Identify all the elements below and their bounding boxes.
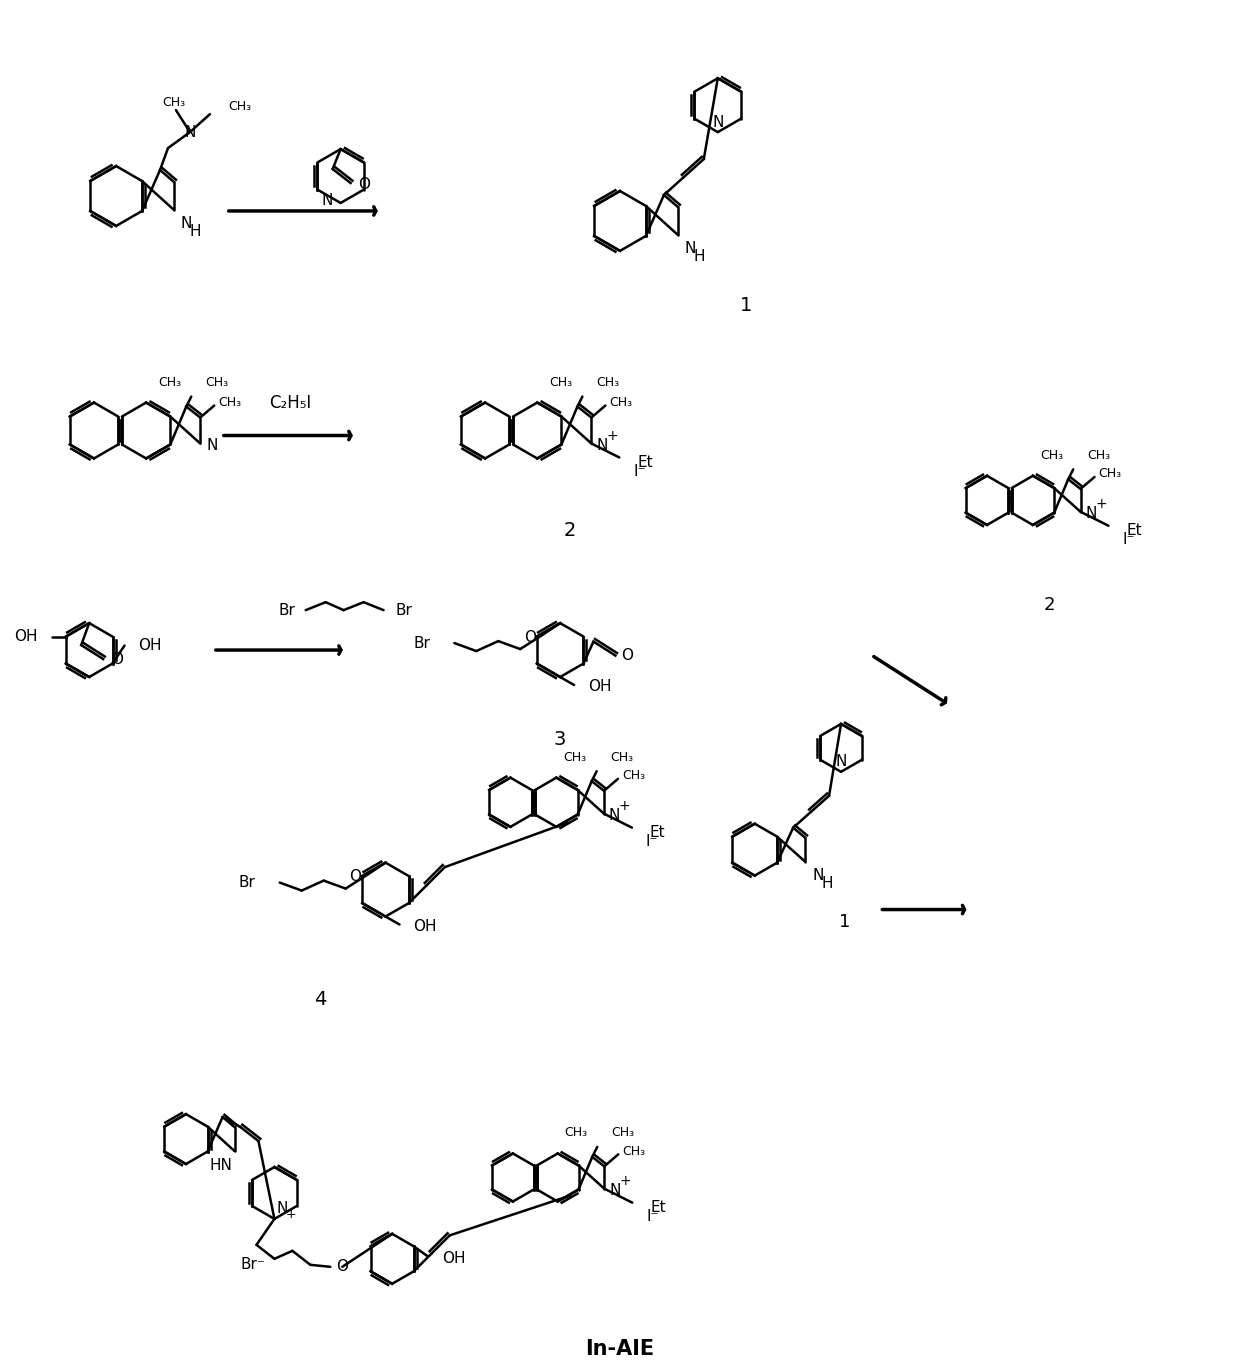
Text: N: N — [181, 217, 192, 232]
Text: O: O — [336, 1259, 349, 1274]
Text: CH₃: CH₃ — [158, 376, 182, 389]
Text: N: N — [685, 241, 696, 256]
Text: N: N — [206, 438, 218, 453]
Text: CH₃: CH₃ — [1099, 468, 1121, 480]
Text: OH: OH — [441, 1251, 465, 1266]
Text: H: H — [693, 250, 705, 265]
Text: Et: Et — [650, 1200, 666, 1215]
Text: H: H — [189, 225, 202, 240]
Text: CH₃: CH₃ — [1087, 449, 1110, 462]
Text: 1: 1 — [740, 296, 752, 315]
Text: Br: Br — [414, 636, 430, 651]
Text: 2: 2 — [1043, 596, 1055, 614]
Text: I⁻: I⁻ — [646, 835, 658, 850]
Text: 4: 4 — [315, 990, 327, 1009]
Text: I⁻: I⁻ — [1122, 532, 1135, 547]
Text: 3: 3 — [554, 730, 567, 749]
Text: +: + — [619, 1173, 631, 1188]
Text: CH₃: CH₃ — [218, 396, 241, 409]
Text: Et: Et — [1126, 524, 1142, 539]
Text: 2: 2 — [564, 521, 577, 540]
Text: OH: OH — [138, 638, 162, 653]
Text: O: O — [350, 869, 361, 884]
Text: O: O — [359, 176, 371, 191]
Text: CH₃: CH₃ — [1040, 449, 1063, 462]
Text: CH₃: CH₃ — [622, 769, 645, 783]
Text: CH₃: CH₃ — [611, 750, 633, 764]
Text: CH₃: CH₃ — [622, 1144, 646, 1158]
Text: N: N — [321, 194, 332, 209]
Text: CH₃: CH₃ — [563, 750, 587, 764]
Text: O: O — [112, 652, 123, 667]
Text: O: O — [622, 648, 633, 663]
Text: Br: Br — [395, 603, 413, 618]
Text: N: N — [184, 124, 196, 139]
Text: HN: HN — [209, 1158, 232, 1173]
Text: CH₃: CH₃ — [228, 100, 251, 113]
Text: CH₃: CH₃ — [549, 376, 572, 389]
Text: CH₃: CH₃ — [206, 376, 228, 389]
Text: Br⁻: Br⁻ — [240, 1258, 265, 1273]
Text: Br: Br — [240, 876, 256, 891]
Text: N: N — [813, 868, 824, 883]
Text: I⁻: I⁻ — [633, 464, 646, 479]
Text: OH: OH — [588, 679, 612, 694]
Text: OH: OH — [414, 919, 436, 934]
Text: CH₃: CH₃ — [564, 1127, 587, 1139]
Text: In-AIE: In-AIE — [586, 1338, 655, 1359]
Text: 1: 1 — [839, 913, 850, 930]
Text: Et: Et — [650, 825, 666, 840]
Text: CH₃: CH₃ — [163, 95, 186, 109]
Text: OH: OH — [15, 629, 38, 644]
Text: Et: Et — [637, 456, 653, 471]
Text: +: + — [607, 428, 618, 442]
Text: +: + — [1096, 496, 1107, 510]
Text: +: + — [286, 1209, 296, 1221]
Text: CH₃: CH₃ — [597, 376, 619, 389]
Text: N: N — [276, 1202, 288, 1217]
Text: N: N — [835, 754, 846, 769]
Text: N: N — [597, 438, 608, 453]
Text: N: N — [609, 807, 621, 822]
Text: H: H — [821, 876, 833, 891]
Text: Br: Br — [278, 603, 296, 618]
Text: C₂H₅I: C₂H₅I — [270, 394, 312, 412]
Text: CH₃: CH₃ — [611, 1127, 635, 1139]
Text: N: N — [609, 1183, 621, 1198]
Text: N: N — [1086, 506, 1097, 521]
Text: +: + — [619, 799, 631, 813]
Text: O: O — [524, 630, 537, 645]
Text: N: N — [712, 115, 724, 130]
Text: CH₃: CH₃ — [609, 396, 632, 409]
Text: I⁻: I⁻ — [646, 1209, 658, 1224]
